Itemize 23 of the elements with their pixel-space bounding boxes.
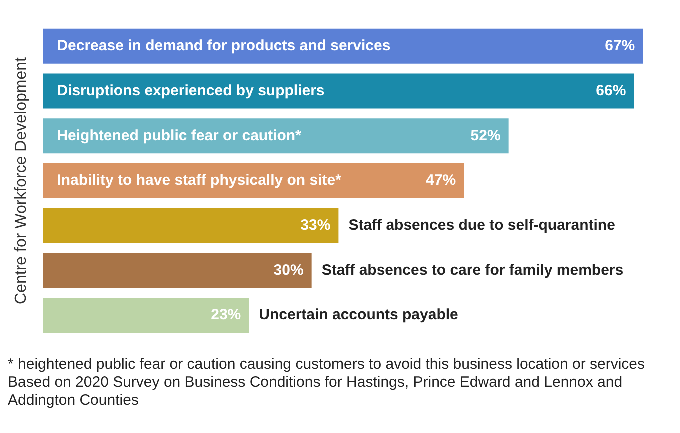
bar bbox=[43, 253, 312, 288]
bar bbox=[43, 74, 634, 109]
y-tick-label: Uncertain accounts payable bbox=[259, 306, 458, 324]
bar bbox=[43, 28, 644, 64]
data-label: 47% bbox=[426, 172, 456, 190]
data-label: 30% bbox=[274, 262, 304, 279]
y-tick-label: Disruptions experienced by suppliers bbox=[57, 82, 325, 100]
y-tick-label: Staff absences to care for family members bbox=[322, 262, 624, 279]
text: * heightened public fear or caution causing customers to avoid this business location or services bbox=[8, 356, 646, 374]
y-tick-label: Inability to have staff physically on site* bbox=[57, 172, 342, 190]
data-label: 52% bbox=[470, 127, 501, 144]
bar bbox=[43, 118, 509, 154]
text: Based on 2020 Survey on Business Conditions for Hastings, Prince Edward and Lennox and Addington Counties bbox=[8, 374, 624, 410]
y-tick-label: Decrease in demand for products and services bbox=[57, 38, 391, 55]
data-label: 33% bbox=[300, 217, 331, 234]
bar bbox=[43, 208, 339, 244]
data-label: 23% bbox=[211, 306, 242, 324]
data-label: 67% bbox=[605, 38, 636, 55]
data-label: 66% bbox=[596, 82, 626, 100]
y-axis-title: Centre for Workforce Development bbox=[13, 56, 30, 304]
y-tick-label: Heightened public fear or caution* bbox=[57, 127, 302, 144]
y-tick-label: Staff absences due to self-quarantine bbox=[348, 217, 616, 234]
bar bbox=[43, 298, 250, 334]
